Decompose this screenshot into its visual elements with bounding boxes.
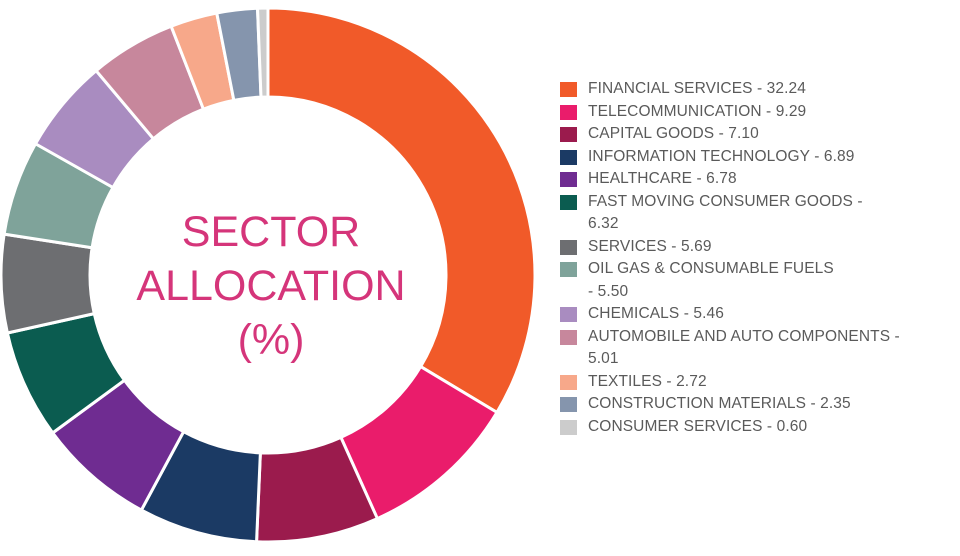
- legend-label-continuation: 6.32: [588, 215, 619, 232]
- legend-item-oil-gas-consumable-fuels: OIL GAS & CONSUMABLE FUELS - 5.50: [560, 258, 960, 303]
- legend-item-capital-goods: CAPITAL GOODS - 7.10: [560, 123, 960, 146]
- chart-title: SECTOR ALLOCATION (%): [121, 205, 421, 367]
- legend-swatch: [560, 419, 577, 435]
- legend-item-chemicals: CHEMICALS - 5.46: [560, 303, 960, 326]
- legend-swatch: [560, 262, 577, 277]
- legend-label: TEXTILES - 2.72: [588, 372, 707, 390]
- legend-item-fast-moving-consumer-goods: FAST MOVING CONSUMER GOODS - 6.32: [560, 191, 960, 236]
- pie-slice-financial-services: [266, 6, 537, 414]
- legend-item-automobile-and-auto-components: AUTOMOBILE AND AUTO COMPONENTS - 5.01: [560, 326, 960, 371]
- legend-swatch: [560, 239, 577, 255]
- legend-item-information-technology: INFORMATION TECHNOLOGY - 6.89: [560, 146, 960, 169]
- pie-slice-consumer-services: [256, 6, 270, 99]
- legend-swatch: [560, 307, 577, 322]
- legend-label: INFORMATION TECHNOLOGY - 6.89: [588, 147, 855, 165]
- legend-item-services: SERVICES - 5.69: [560, 236, 960, 259]
- legend-swatch: [560, 172, 577, 187]
- legend-label: CONSTRUCTION MATERIALS - 2.35: [588, 395, 851, 412]
- chart-title-line-3: (%): [237, 316, 305, 364]
- legend-swatch: [560, 104, 577, 120]
- legend-label: HEALTHCARE - 6.78: [588, 170, 737, 187]
- legend-label: OIL GAS & CONSUMABLE FUELS: [588, 260, 834, 277]
- legend-swatch: [560, 149, 577, 165]
- chart-title-line-2: ALLOCATION: [136, 262, 406, 310]
- legend-swatch: [560, 82, 577, 97]
- legend-swatch: [560, 329, 577, 345]
- legend-swatch: [560, 127, 577, 142]
- legend-label: AUTOMOBILE AND AUTO COMPONENTS -: [588, 327, 900, 345]
- legend-swatch: [560, 397, 577, 412]
- pie-slice-services: [0, 232, 96, 335]
- legend-item-telecommunication: TELECOMMUNICATION - 9.29: [560, 101, 960, 124]
- legend-item-financial-services: FINANCIAL SERVICES - 32.24: [560, 78, 960, 101]
- legend-label: FINANCIAL SERVICES - 32.24: [588, 80, 806, 97]
- legend-label: CAPITAL GOODS - 7.10: [588, 125, 759, 142]
- legend-swatch: [560, 194, 577, 210]
- legend-label: SERVICES - 5.69: [588, 237, 712, 255]
- legend-label: CHEMICALS - 5.46: [588, 305, 724, 322]
- legend-swatch: [560, 374, 577, 390]
- legend-item-construction-materials: CONSTRUCTION MATERIALS - 2.35: [560, 393, 960, 416]
- legend-label-continuation: 5.01: [588, 350, 619, 367]
- chart-title-line-1: SECTOR: [181, 208, 361, 256]
- legend-label: TELECOMMUNICATION - 9.29: [588, 102, 807, 120]
- legend-label: CONSUMER SERVICES - 0.60: [588, 417, 808, 435]
- legend-item-textiles: TEXTILES - 2.72: [560, 371, 960, 394]
- legend-item-healthcare: HEALTHCARE - 6.78: [560, 168, 960, 191]
- chart-legend: FINANCIAL SERVICES - 32.24 TELECOMMUNICAT…: [560, 78, 960, 438]
- legend-label: FAST MOVING CONSUMER GOODS -: [588, 192, 863, 210]
- legend-label-continuation: - 5.50: [588, 282, 629, 300]
- legend-item-consumer-services: CONSUMER SERVICES - 0.60: [560, 416, 960, 439]
